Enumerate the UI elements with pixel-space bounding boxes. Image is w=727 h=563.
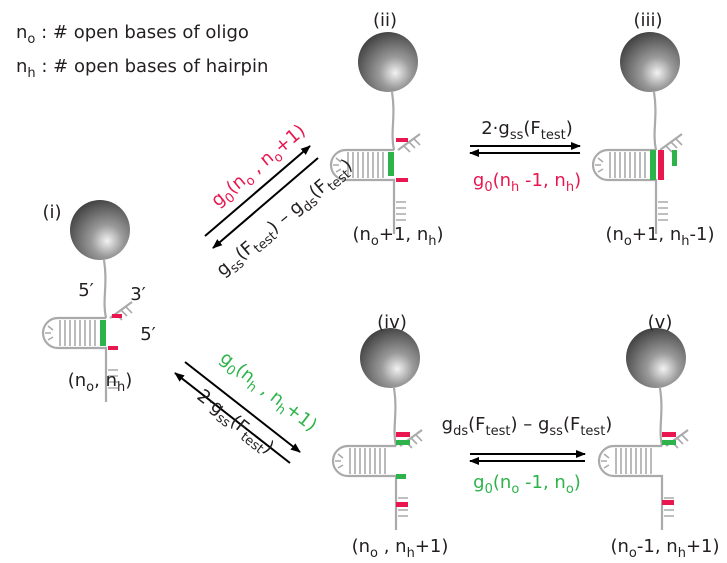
state-label: (iii) [633,10,662,31]
text-part: g [473,472,484,493]
text-part: (n [605,224,623,245]
text-part: ) [437,224,444,245]
strand-end: 5′ [140,324,156,345]
state-coords: (no-1, nh+1) [610,536,719,561]
text-part: test [541,128,566,143]
text-part: g [473,170,484,191]
text-part: n [16,56,27,77]
text-part: (F [563,414,580,435]
text-part: ) [125,370,132,391]
state-coords: (no+1, nh-1) [605,224,714,249]
text-part: -1, n [519,472,566,493]
text-part: -1, n [637,536,678,557]
text-part: ds [453,424,468,439]
text-part: (n [493,170,511,191]
text-part: (F [468,414,485,435]
rate-label: g0(no -1, no) [473,472,581,497]
text-part: , n [94,370,117,391]
text-part: o [566,482,574,497]
text-part: (n [493,472,511,493]
state-coords: (no+1, nh) [352,224,443,249]
molecule-ii [329,30,422,236]
text-part: o [629,546,637,561]
strand-end: 3′ [130,284,146,305]
text-part: o [511,482,519,497]
text-part: -1, n [519,170,566,191]
text-part: ss [510,128,524,143]
text-part: test [580,424,605,439]
state-label: (iv) [377,312,407,333]
text-part: +1) [686,536,720,557]
text-part: o [86,380,94,395]
state-label: (ii) [373,10,397,31]
text-part: ) [574,170,581,191]
text-part: -1) [690,224,715,245]
state-coords: (no , nh+1) [352,536,449,561]
legend-line: nh : # open bases of hairpin [16,56,268,81]
text-part: (n [68,370,86,391]
text-part: ss [549,424,563,439]
text-part: ) [566,118,573,139]
text-part: +1) [281,399,320,436]
strand-end: 5′ [78,280,94,301]
text-part: (n [352,536,370,557]
text-part: ) [605,414,612,435]
text-part: 2·g [481,118,510,139]
molecule-iii [591,30,684,236]
text-part: +1, n [379,224,428,245]
rate-label: g0(nh -1, nh) [473,170,581,195]
text-part: n [16,22,27,43]
molecule-v [597,326,690,532]
text-part: h [27,66,35,81]
text-part: h [117,380,125,395]
text-part: o [371,234,379,249]
text-part: 0 [484,180,492,195]
text-part: o [370,546,378,561]
text-part: h [407,546,415,561]
text-part: o [624,234,632,249]
text-part: h [566,180,574,195]
text-part: ) [574,472,581,493]
text-part: h [511,180,519,195]
arrows [174,142,586,465]
rate-label: 2·gss(Ftest) [481,118,573,143]
state-coords: (no, nh) [68,370,133,395]
rate-label: gds(Ftest) – gss(Ftest) [442,414,613,439]
text-part: ) – g [510,414,549,435]
text-part: (n [352,224,370,245]
text-part: (F [523,118,540,139]
text-part: test [486,424,511,439]
state-label: (i) [42,202,61,223]
text-part: g [442,414,453,435]
state-label: (v) [648,312,673,333]
text-part: (n [610,536,628,557]
text-part: h [428,234,436,249]
text-part: 0 [485,482,493,497]
text-part: h [678,546,686,561]
text-part: +1) [415,536,449,557]
text-part: : # open bases of hairpin [36,56,269,77]
text-part: : # open bases of oligo [35,22,249,43]
text-part: +1, n [632,224,681,245]
molecule-i [41,198,134,404]
text-part: o [27,32,35,47]
legend-line: no : # open bases of oligo [16,22,249,47]
molecule-iv [331,326,424,532]
text-part: h [681,234,689,249]
text-part: , n [378,536,407,557]
